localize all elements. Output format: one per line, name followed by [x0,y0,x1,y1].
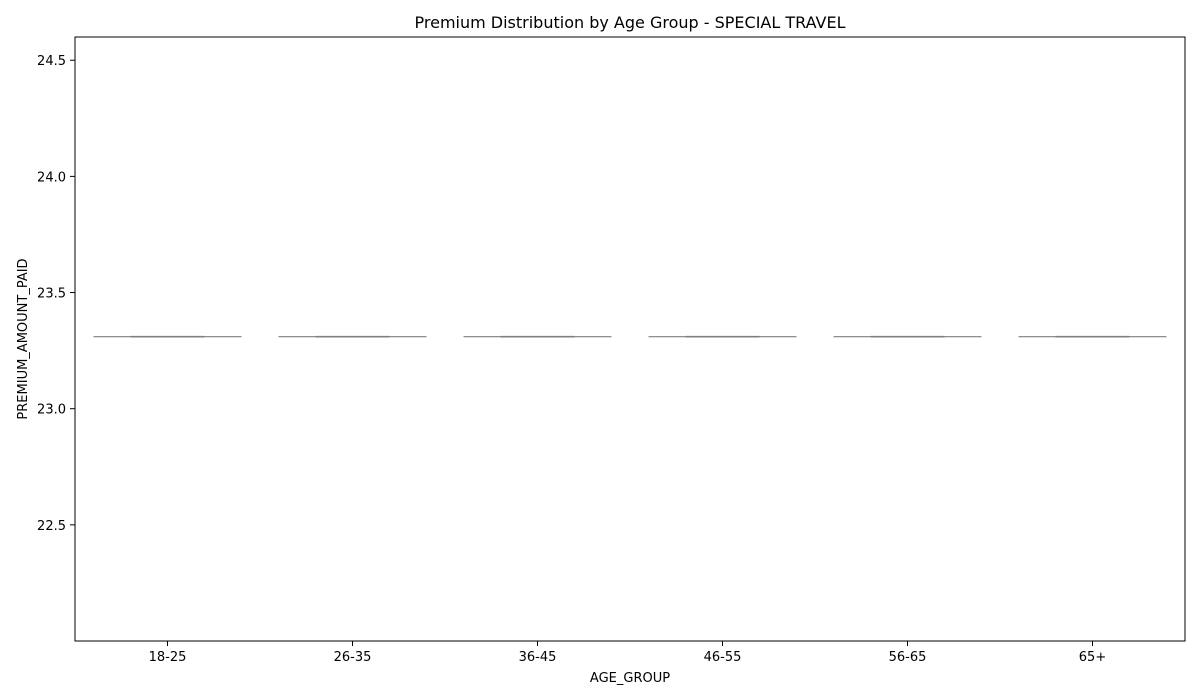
y-axis-label: PREMIUM_AMOUNT_PAID [16,258,31,419]
y-axis: 22.5 23.0 23.5 24.0 24.5 [37,54,75,534]
plot-area [74,36,1186,642]
x-tick-label: 65+ [1079,650,1106,665]
y-tick-label: 23.0 [37,403,66,418]
y-tick-label: 24.0 [37,170,66,185]
x-tick-label: 26-35 [334,650,372,665]
x-tick-label: 36-45 [519,650,557,665]
chart-title: Premium Distribution by Age Group - SPEC… [415,13,846,32]
x-tick-label: 56-65 [889,650,927,665]
y-tick-label: 22.5 [37,519,66,534]
y-tick-label: 23.5 [37,287,66,302]
x-axis: 18-25 26-35 36-45 46-55 56-65 65+ [149,641,1106,665]
x-tick-label: 46-55 [704,650,742,665]
x-tick-label: 18-25 [149,650,187,665]
x-axis-label: AGE_GROUP [590,671,670,686]
y-tick-label: 24.5 [37,54,66,69]
